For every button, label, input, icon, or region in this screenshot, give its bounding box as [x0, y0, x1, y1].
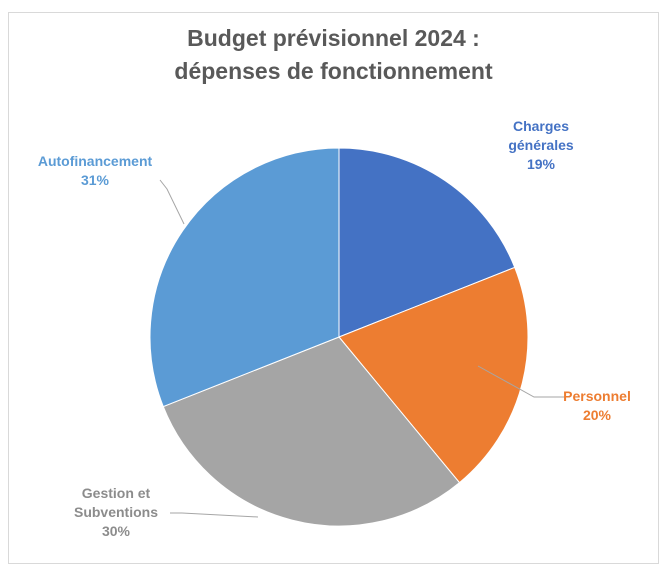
data-label-charges-generales: Charges générales 19%: [471, 117, 611, 174]
data-label-category-charges-generales: générales: [508, 137, 574, 153]
data-label-category-personnel: Personnel: [563, 388, 631, 404]
chart-title-line-2: dépenses de fonctionnement: [174, 58, 493, 84]
chart-title: Budget prévisionnel 2024 : dépenses de f…: [0, 22, 667, 88]
data-label-category-gestion-subventions: Gestion et: [81, 485, 151, 501]
data-label-gestion-subventions: Gestion et Subventions 30%: [46, 484, 186, 541]
data-label-autofinancement: Autofinancement 31%: [25, 152, 165, 190]
leader-line-personnel: [477, 365, 570, 398]
data-label-percent-charges-generales: 19%: [526, 156, 556, 172]
leader-line-autofinancement: [159, 179, 185, 225]
data-label-personnel: Personnel 20%: [527, 387, 667, 425]
data-label-percent-gestion-subventions: 30%: [101, 523, 131, 539]
leader-line-gestion-subventions: [170, 512, 259, 518]
data-label-category-autofinancement: Autofinancement: [37, 153, 153, 169]
chart-title-line-1: Budget prévisionnel 2024 :: [187, 25, 480, 51]
pie-slice-autofinancement: [149, 147, 340, 408]
data-label-category-gestion-subventions: Subventions: [73, 504, 158, 520]
pie-slice-personnel: [338, 266, 529, 484]
data-label-percent-autofinancement: 31%: [80, 172, 110, 188]
pie-slice-charges-generales: [338, 147, 516, 338]
data-label-category-charges-generales: Charges: [512, 118, 570, 134]
pie-slice-gestion-subventions: [162, 336, 461, 527]
data-label-percent-personnel: 20%: [582, 407, 612, 423]
